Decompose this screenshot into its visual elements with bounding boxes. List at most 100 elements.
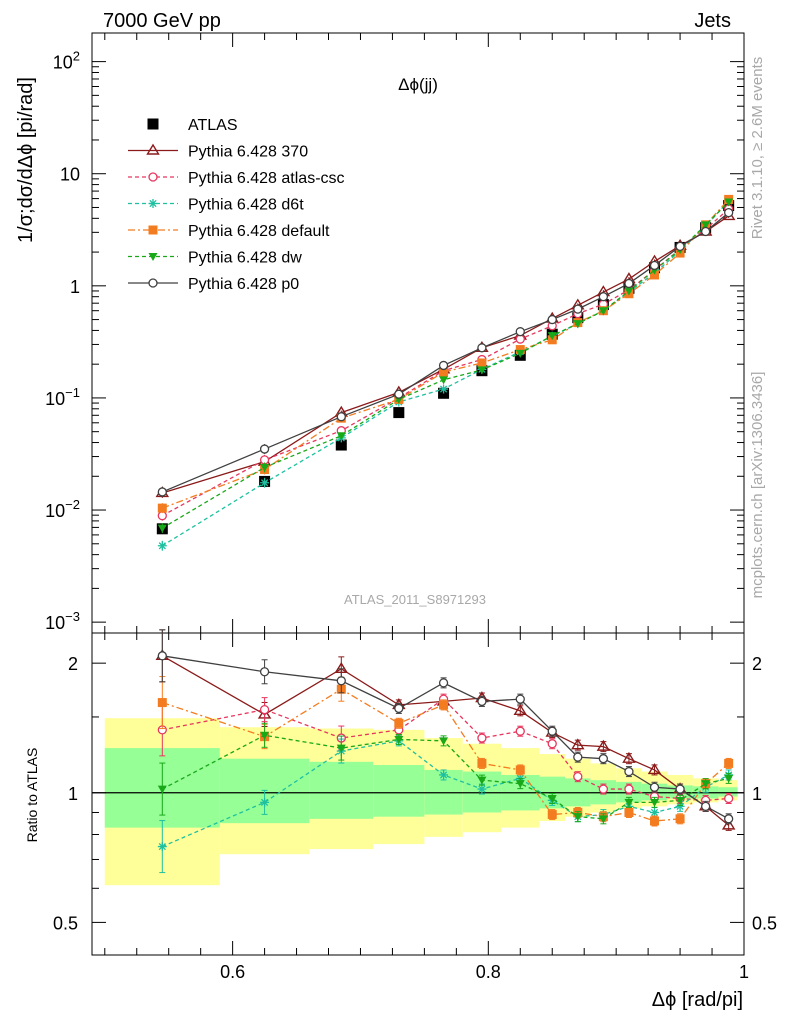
ratio-data-point [573,813,583,822]
ratio-y-tick-label: 2 [68,654,78,674]
main-data-point [477,358,487,368]
ratio-data-point [515,765,525,775]
main-data-point [573,320,583,329]
ratio-data-point [721,818,736,830]
main-data-point [598,292,609,302]
main-y-tick-label: 1 [70,277,80,297]
ratio-y-tick-label-right: 1 [752,784,762,804]
ratio-data-point [724,814,734,824]
ratio-data-point [724,793,734,804]
ratio-data-point [649,782,660,792]
rivet-version-label: Rivet 3.1.10, ≥ 2.6M events [749,57,766,240]
main-data-point [336,432,346,441]
ratio-data-point [394,718,404,728]
ratio-panel: Ratio to ATLAS 0.5 0.5 1 1 2 2 0.6 0.8 1 [24,629,777,982]
ratio-data-point [571,738,585,750]
main-data-point [598,307,608,316]
ratio-y-tick-label-right: 0.5 [752,913,777,933]
header-energy-label: 7000 GeV pp [103,10,221,32]
ratio-uncertainty-band-inner [373,765,425,817]
ratio-data-point [598,754,609,764]
ratio-data-point [624,784,634,794]
main-data-point [157,524,167,533]
main-data-point [394,389,404,399]
ratio-data-point [573,752,583,762]
ratio-data-point [477,733,487,743]
ratio-uncertainty-band-inner [309,761,374,819]
main-data-point [701,221,711,230]
ratio-data-point [547,739,557,749]
main-data-point [649,260,660,271]
x-tick-label: 0.8 [476,962,501,982]
main-data-point [675,241,685,251]
ratio-plot-frame [91,632,745,956]
main-plot-title: Δϕ(jj) [398,75,438,94]
ratio-data-point [675,796,685,805]
ratio-data-point [438,678,449,688]
ratio-data-point [439,700,449,710]
ratio-data-point [157,698,167,708]
ratio-data-point [596,739,611,751]
main-data-point [260,478,270,488]
main-data-point [157,487,167,497]
main-data-point [439,367,449,377]
ratio-data-point [336,676,346,686]
ratio-data-point [513,703,528,716]
ratio-data-point [439,737,449,746]
x-axis-label: Δϕ [rad/pi] [652,989,743,1011]
legend-entry-label: Pythia 6.428 dw [188,250,302,267]
legend: ATLAS Pythia 6.428 370 Pythia 6.428 atlas-… [128,117,345,293]
ratio-data-point [515,694,525,704]
header-process-label: Jets [694,10,731,32]
main-data-point [624,287,634,296]
ratio-data-point [650,816,660,826]
main-data-point [547,332,557,341]
legend-marker [148,199,158,208]
ratio-data-point [650,807,660,817]
legend-entry-label: ATLAS [188,117,238,134]
ratio-uncertainty-band-inner [718,787,738,797]
main-data-point [260,463,270,472]
ratio-data-point [477,784,487,794]
legend-entry-label: Pythia 6.428 370 [188,144,308,161]
main-data-point [700,226,711,237]
ratio-data-point [157,651,167,661]
main-data-point [157,541,167,551]
ratio-data-point [675,814,685,824]
ratio-data-point [259,704,270,715]
main-data-point [515,345,525,355]
ratio-data-point [701,780,711,789]
main-data-point [477,366,487,375]
ratio-data-point [650,798,660,807]
ratio-data-point [477,758,487,768]
main-y-tick-label: 10−2 [45,497,80,521]
ratio-data-point [515,726,525,736]
x-tick-label: 0.6 [220,962,245,982]
ratio-data-point [515,780,525,789]
main-y-tick-label: 10−3 [45,609,80,633]
ratio-data-point [477,776,487,785]
ratio-data-point [547,810,557,820]
main-data-point [438,360,449,371]
legend-marker [146,143,160,155]
main-y-tick-label: 102 [53,49,80,73]
ratio-data-point [675,801,685,811]
legend-entry-label: Pythia 6.428 atlas-csc [188,170,345,187]
ratio-data-point [598,815,608,824]
ratio-y-tick-label: 1 [68,784,78,804]
main-data-point [336,412,346,422]
ratio-data-point [624,766,634,777]
ratio-data-point [477,696,487,707]
ratio-data-point [157,785,167,794]
ratio-data-point [647,763,662,775]
legend-marker [147,118,159,130]
ratio-series-line [162,734,729,820]
ratio-data-point [624,798,634,807]
ratio-data-point [547,726,557,736]
main-y-axis-label: 1/σ;dσ/dΔϕ [pi/rad] [15,77,37,243]
main-data-point [477,343,487,353]
main-y-tick-label: 10−1 [45,385,80,409]
main-data-point [724,198,734,207]
ratio-series-line [162,698,729,802]
ratio-data-point [394,735,404,744]
